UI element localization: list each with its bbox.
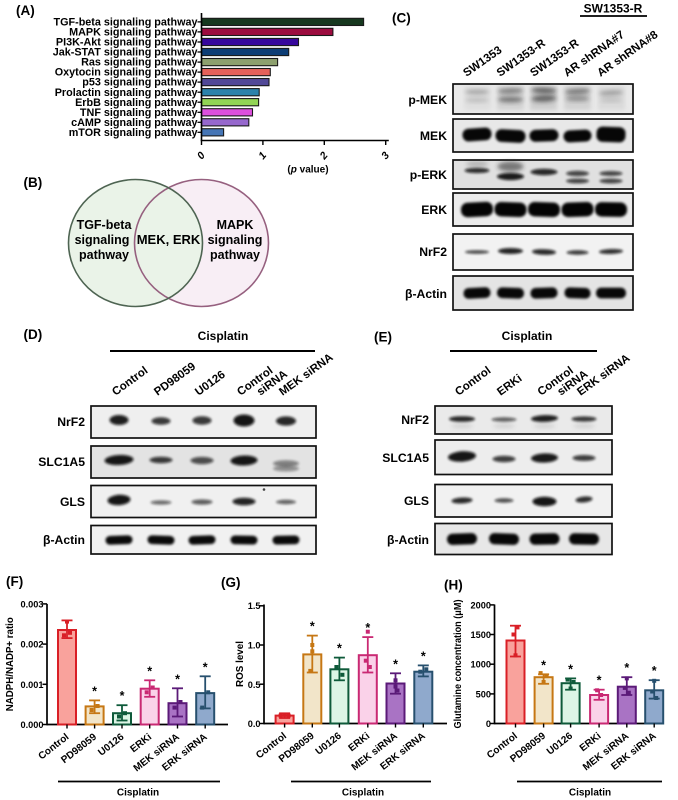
- svg-text:*: *: [624, 661, 629, 675]
- svg-text:NADPH/NADP+ ratio: NADPH/NADP+ ratio: [5, 617, 16, 711]
- svg-text:*: *: [310, 620, 315, 634]
- svg-text:p53 signaling pathway: p53 signaling pathway: [82, 77, 197, 89]
- svg-text:(B): (B): [24, 175, 43, 190]
- svg-text:SLC1A5: SLC1A5: [38, 455, 85, 469]
- svg-text:p-MEK: p-MEK: [408, 93, 447, 107]
- svg-text:β-Actin: β-Actin: [43, 533, 85, 547]
- svg-text:Cisplatin: Cisplatin: [569, 788, 611, 799]
- svg-text:Cisplatin: Cisplatin: [502, 329, 553, 343]
- svg-text:Prolactin signaling pathway: Prolactin signaling pathway: [55, 87, 198, 99]
- svg-text:ErbB signaling pathway: ErbB signaling pathway: [75, 97, 197, 109]
- svg-text:β-Actin: β-Actin: [405, 287, 447, 301]
- svg-text:(E): (E): [374, 330, 392, 345]
- svg-text:*: *: [393, 657, 398, 671]
- svg-text:MAPK signaling pathway: MAPK signaling pathway: [69, 27, 197, 39]
- svg-text:MAPK: MAPK: [217, 218, 254, 232]
- svg-text:0.0: 0.0: [248, 719, 261, 729]
- svg-text:1.5: 1.5: [248, 601, 261, 611]
- svg-text:*: *: [541, 658, 546, 672]
- svg-text:*: *: [337, 642, 342, 656]
- svg-text:0.5: 0.5: [248, 680, 261, 690]
- svg-text:Cisplatin: Cisplatin: [342, 788, 384, 799]
- svg-text:PI3K-Akt signaling pathway: PI3K-Akt signaling pathway: [56, 37, 198, 49]
- svg-text:β-Actin: β-Actin: [387, 533, 429, 547]
- svg-text:(C): (C): [392, 11, 411, 26]
- svg-text:pathway: pathway: [210, 248, 260, 262]
- svg-text:TGF-beta: TGF-beta: [77, 218, 133, 232]
- svg-text:signaling: signaling: [208, 233, 263, 247]
- svg-text:0.001: 0.001: [21, 680, 44, 690]
- svg-text:*: *: [597, 674, 602, 688]
- svg-text:*: *: [365, 621, 370, 635]
- svg-text:TNF signaling pathway: TNF signaling pathway: [80, 107, 198, 119]
- svg-text:(A): (A): [16, 3, 35, 18]
- svg-text:(D): (D): [24, 327, 43, 342]
- svg-text:0: 0: [486, 719, 491, 729]
- svg-text:(F): (F): [6, 574, 23, 589]
- svg-text:(G): (G): [221, 575, 241, 590]
- svg-text:*: *: [652, 664, 657, 678]
- svg-text:(p value): (p value): [287, 165, 328, 176]
- svg-text:Cisplatin: Cisplatin: [117, 788, 159, 799]
- svg-text:ROS level: ROS level: [235, 641, 246, 687]
- svg-text:SW1353-R: SW1353-R: [584, 2, 643, 16]
- svg-text:Glutamine concentration (μM): Glutamine concentration (μM): [453, 600, 464, 729]
- svg-text:Ras signaling pathway: Ras signaling pathway: [81, 57, 197, 69]
- svg-text:0.000: 0.000: [21, 720, 44, 730]
- svg-text:MEK, ERK: MEK, ERK: [137, 232, 201, 247]
- svg-text:NrF2: NrF2: [57, 415, 85, 429]
- svg-text:p-ERK: p-ERK: [410, 168, 447, 182]
- svg-text:*: *: [92, 684, 97, 698]
- svg-text:NrF2: NrF2: [401, 413, 429, 427]
- svg-text:SLC1A5: SLC1A5: [382, 451, 429, 465]
- svg-text:mTOR signaling pathway: mTOR signaling pathway: [69, 127, 198, 139]
- svg-text:TGF-beta signaling pathway: TGF-beta signaling pathway: [54, 17, 198, 29]
- svg-text:*: *: [175, 672, 180, 686]
- svg-text:cAMP signaling pathway: cAMP signaling pathway: [71, 117, 197, 129]
- svg-text:ERK: ERK: [421, 203, 447, 217]
- svg-text:GLS: GLS: [404, 494, 429, 508]
- svg-text:MEK: MEK: [420, 129, 447, 143]
- svg-text:1500: 1500: [471, 630, 491, 640]
- svg-text:Jak-STAT signaling pathway: Jak-STAT signaling pathway: [53, 47, 198, 59]
- svg-text:Cisplatin: Cisplatin: [198, 329, 249, 343]
- svg-text:pathway: pathway: [79, 248, 129, 262]
- svg-text:*: *: [147, 664, 152, 678]
- svg-text:Oxytocin signaling pathway: Oxytocin signaling pathway: [55, 67, 198, 79]
- svg-text:GLS: GLS: [60, 495, 85, 509]
- svg-text:*: *: [203, 660, 208, 674]
- svg-text:500: 500: [476, 689, 491, 699]
- svg-text:2000: 2000: [471, 600, 491, 610]
- svg-text:*: *: [120, 689, 125, 703]
- svg-text:1.0: 1.0: [248, 641, 261, 651]
- svg-text:signaling: signaling: [75, 233, 130, 247]
- svg-text:(H): (H): [444, 578, 463, 593]
- svg-text:0.003: 0.003: [21, 599, 44, 609]
- svg-text:NrF2: NrF2: [419, 245, 447, 259]
- svg-text:0.002: 0.002: [21, 640, 44, 650]
- svg-text:1000: 1000: [471, 660, 491, 670]
- svg-text:*: *: [568, 662, 573, 676]
- svg-text:*: *: [421, 649, 426, 663]
